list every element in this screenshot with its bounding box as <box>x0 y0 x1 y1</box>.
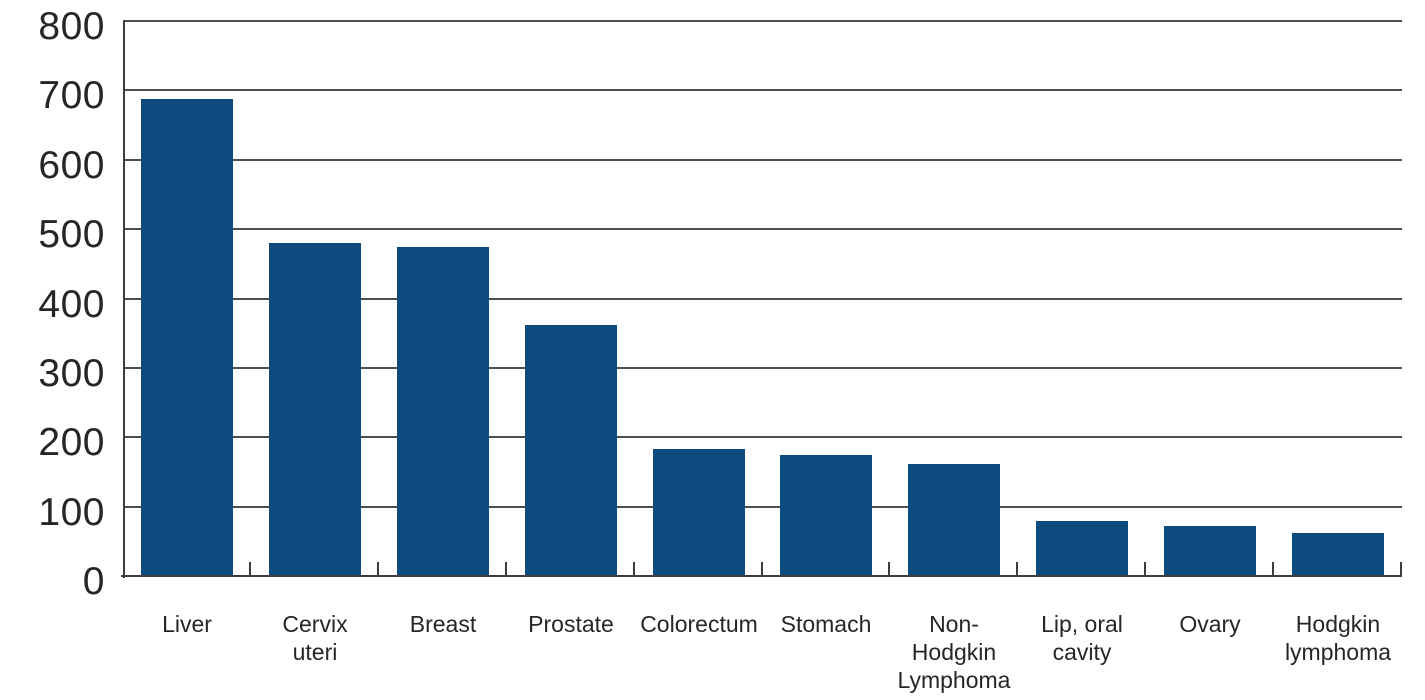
x-category-label-stomach: Stomach <box>780 611 872 637</box>
y-tick-label-0: 0 <box>82 560 105 603</box>
x-axis-tick <box>377 562 379 575</box>
gridline-800 <box>123 20 1402 22</box>
x-category-label-liver: Liver <box>162 611 212 637</box>
gridline-400 <box>123 298 1402 300</box>
bar-cervix-uteri <box>269 243 361 576</box>
gridline-700 <box>123 89 1402 91</box>
gridline-200 <box>123 436 1402 438</box>
y-tick-label-100: 100 <box>38 491 105 534</box>
x-axis-tick <box>888 562 890 575</box>
x-category-label-non--hodgkin-lymphoma: Non- Hodgkin Lymphoma <box>897 611 1011 693</box>
x-category-label-breast: Breast <box>409 611 477 637</box>
bar-ovary <box>1164 526 1256 576</box>
bar-non--hodgkin-lymphoma <box>908 464 1000 576</box>
y-tick-label-200: 200 <box>38 421 105 464</box>
y-tick-label-800: 800 <box>38 5 105 48</box>
gridline-500 <box>123 228 1402 230</box>
x-axis-tick <box>505 562 507 575</box>
x-category-label-lip-oral-cavity: Lip, oral cavity <box>1041 611 1123 665</box>
bar-stomach <box>780 455 872 576</box>
bar-lip-oral-cavity <box>1036 521 1128 576</box>
gridline-300 <box>123 367 1402 369</box>
y-tick-label-600: 600 <box>38 144 105 187</box>
x-category-label-cervix-uteri: Cervix uteri <box>282 611 348 665</box>
x-axis-line <box>121 575 1402 577</box>
x-axis-tick <box>249 562 251 575</box>
bar-breast <box>397 247 489 576</box>
x-axis-tick <box>1016 562 1018 575</box>
gridline-100 <box>123 506 1402 508</box>
x-category-label-hodgkin-lymphoma: Hodgkin lymphoma <box>1284 611 1392 665</box>
bar-liver <box>141 99 233 576</box>
bar-prostate <box>525 325 617 576</box>
gridline-600 <box>123 159 1402 161</box>
y-tick-label-700: 700 <box>38 74 105 117</box>
bar-hodgkin-lymphoma <box>1292 533 1384 576</box>
y-tick-label-400: 400 <box>38 283 105 326</box>
x-axis-tick <box>633 562 635 575</box>
x-axis-tick <box>1400 562 1402 575</box>
y-axis-line <box>123 21 125 578</box>
y-tick-label-500: 500 <box>38 213 105 256</box>
x-axis-tick <box>1144 562 1146 575</box>
x-axis-tick <box>761 562 763 575</box>
x-category-label-prostate: Prostate <box>528 611 614 637</box>
x-category-label-ovary: Ovary <box>1179 611 1241 637</box>
x-category-label-colorectum: Colorectum <box>640 611 758 637</box>
bar-colorectum <box>653 449 745 576</box>
x-axis-tick <box>1272 562 1274 575</box>
y-tick-label-300: 300 <box>38 352 105 395</box>
